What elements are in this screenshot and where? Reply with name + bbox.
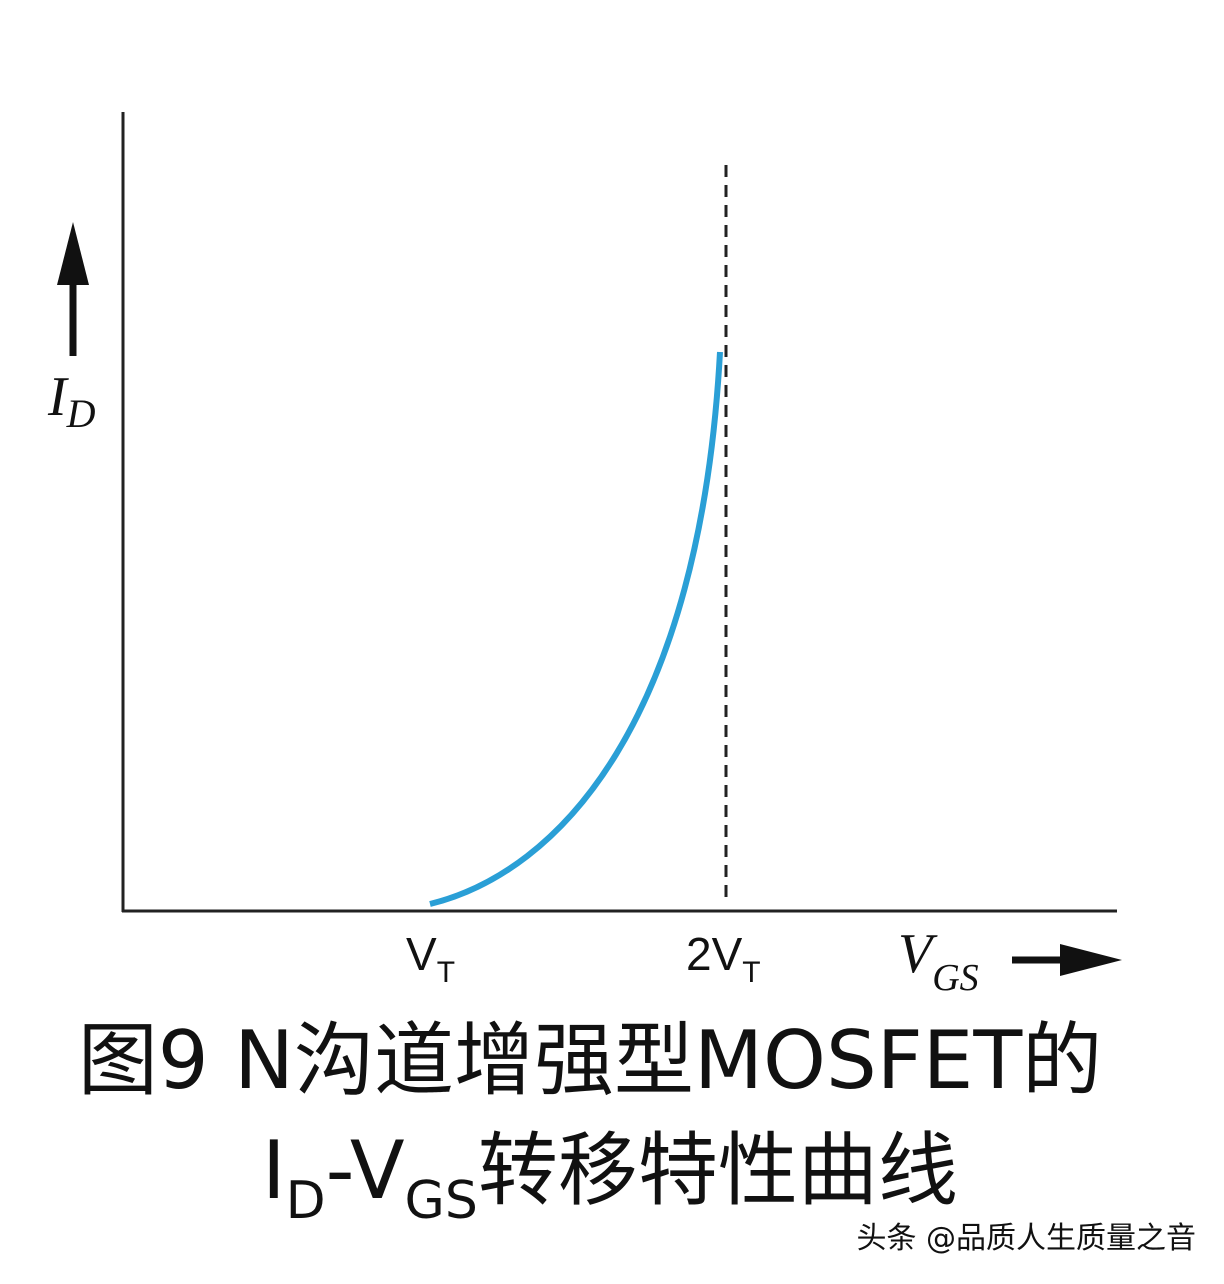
watermark: 头条 @品质人生质量之音 — [856, 1221, 1196, 1256]
caption-v: -V — [326, 1124, 405, 1217]
y-label: ID — [47, 366, 96, 436]
tick-vt: VT — [406, 928, 455, 989]
tick-main: 2V — [686, 928, 743, 980]
tick-main: V — [406, 928, 437, 980]
tick-sub: T — [437, 956, 455, 989]
caption-i: I — [262, 1124, 286, 1217]
tick-sub: T — [742, 956, 760, 989]
caption-d: D — [286, 1171, 326, 1231]
caption-gs: GS — [405, 1171, 478, 1231]
y-label-main: I — [47, 366, 69, 428]
caption-line2: ID-VGS转移特性曲线 — [262, 1124, 958, 1231]
y-arrow-head — [57, 222, 89, 285]
x-label: VGS — [898, 923, 979, 999]
caption-line1: 图9 N沟道增强型MOSFET的 — [78, 1014, 1102, 1107]
transfer-curve — [429, 351, 723, 907]
y-label-sub: D — [66, 391, 96, 436]
caption-rest: 转移特性曲线 — [478, 1124, 958, 1217]
tick-2vt: 2VT — [686, 928, 761, 989]
x-label-sub: GS — [932, 957, 978, 999]
x-label-main: V — [898, 923, 938, 985]
x-arrow-head — [1060, 944, 1122, 976]
